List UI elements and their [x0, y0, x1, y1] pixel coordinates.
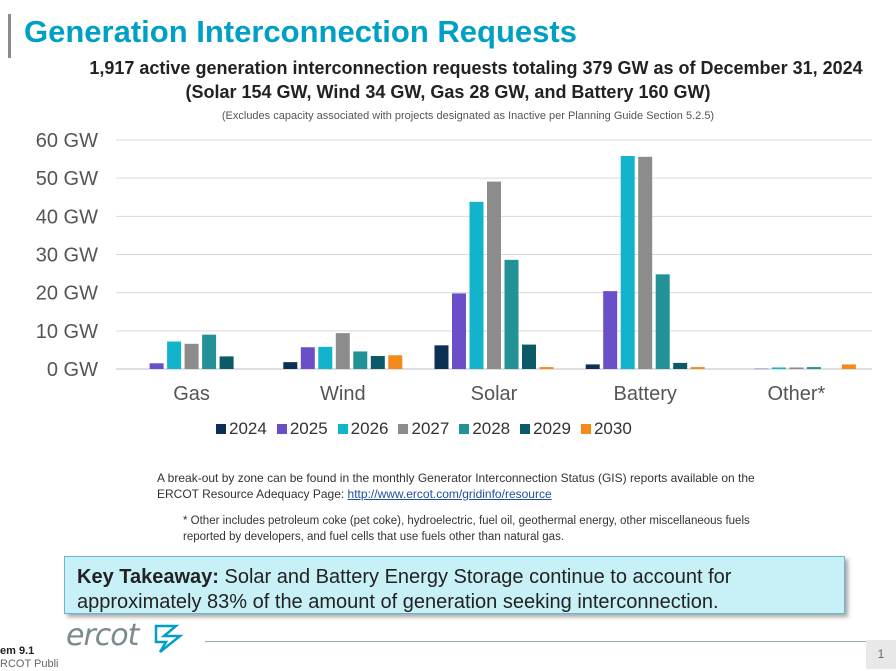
y-tick-label: 30 GW: [36, 245, 98, 267]
bar: [806, 367, 821, 369]
y-tick-label: 10 GW: [36, 321, 98, 343]
legend-label: 2029: [533, 419, 571, 438]
bar: [283, 362, 298, 369]
key-takeaway-box: Key Takeaway: Solar and Battery Energy S…: [64, 556, 845, 614]
legend-item: 2028: [459, 419, 510, 439]
item-label: em 9.1: [0, 645, 35, 657]
x-tick-label: Solar: [471, 383, 518, 405]
bar: [522, 344, 536, 369]
legend-item: 2024: [216, 419, 267, 439]
breakout-text: A break-out by zone can be found in the …: [157, 471, 755, 501]
page-number: 1: [866, 640, 896, 669]
bar: [673, 362, 688, 369]
bar: [585, 364, 600, 369]
takeaway-text: Solar and Battery Energy Storage continu…: [77, 566, 732, 613]
legend-item: 2029: [520, 419, 571, 439]
bar: [789, 367, 804, 369]
legend-label: 2024: [229, 419, 267, 438]
legend-label: 2030: [593, 419, 632, 438]
bar: [771, 367, 786, 369]
bar: [300, 347, 315, 369]
legend-item: 2030: [580, 419, 632, 439]
ercot-logo-mark-icon: [154, 624, 184, 653]
legend-label: 2028: [472, 419, 511, 438]
bar: [638, 156, 653, 369]
y-tick-label: 0 GW: [47, 359, 98, 381]
legend-label: 2025: [289, 419, 328, 438]
bar: [539, 367, 554, 369]
bar: [841, 364, 856, 369]
takeaway-label: Key Takeaway:: [77, 566, 219, 588]
bar-chart: 0 GW 10 GW 20 GW 30 GW 40 GW 50 GW 60 GW Gas Win…: [36, 130, 872, 405]
bar: [353, 351, 368, 369]
legend-swatch: [216, 424, 226, 434]
x-tick-label: Gas: [173, 383, 210, 405]
public-label: RCOT Publi: [0, 658, 59, 670]
legend-swatch: [337, 424, 348, 434]
bar: [388, 355, 403, 369]
bar: [754, 368, 769, 370]
bar: [620, 156, 635, 369]
legend-swatch: [580, 424, 591, 434]
title-accent-bar: [8, 14, 11, 58]
bar: [219, 356, 234, 369]
footer-divider: [205, 641, 881, 642]
bar: [149, 363, 164, 369]
x-tick-label: Wind: [320, 383, 366, 405]
x-tick-label: Battery: [614, 383, 677, 405]
bar: [318, 346, 333, 369]
legend-label: 2026: [350, 419, 389, 438]
page-title: Generation Interconnection Requests: [24, 14, 577, 49]
bar: [335, 333, 350, 369]
ercot-logo: ercot: [66, 618, 139, 653]
legend-swatch: [398, 424, 409, 434]
subtitle-line-2: (Solar 154 GW, Wind 34 GW, Gas 28 GW, an…: [185, 82, 711, 102]
bar: [184, 343, 199, 369]
y-tick-label: 50 GW: [36, 168, 98, 190]
exclusion-note: (Excludes capacity associated with proje…: [221, 110, 715, 122]
bar: [167, 341, 182, 369]
legend-swatch: [276, 424, 287, 434]
bar: [603, 291, 618, 369]
y-tick-label: 20 GW: [36, 283, 98, 305]
legend-label: 2027: [411, 419, 450, 438]
bar: [452, 293, 466, 369]
x-tick-label: Other*: [767, 383, 825, 405]
bar: [504, 259, 519, 369]
other-footnote: * Other includes petroleum coke (pet cok…: [183, 515, 750, 543]
breakout-note: A break-out by zone can be found in the …: [157, 470, 797, 502]
legend-item: 2027: [398, 419, 449, 439]
y-tick-label: 60 GW: [36, 130, 98, 152]
subtitle: 1,917 active generation interconnection …: [0, 56, 896, 104]
bar: [469, 201, 484, 369]
bar: [370, 356, 385, 369]
bar: [690, 367, 705, 369]
bar: [202, 334, 217, 369]
subtitle-line-1: 1,917 active generation interconnection …: [89, 58, 863, 78]
chart-legend: 2024 2025 2026 2027 2028 2029 2030: [216, 419, 632, 439]
bar: [487, 181, 501, 369]
legend-swatch: [520, 424, 531, 434]
legend-swatch: [459, 424, 470, 434]
bar: [655, 274, 670, 369]
legend-item: 2026: [337, 419, 389, 439]
footer-left: em 9.1 RCOT Publi: [0, 645, 58, 671]
resource-link[interactable]: http://www.ercot.com/gridinfo/resource: [347, 487, 552, 501]
y-tick-label: 40 GW: [36, 206, 98, 228]
legend-item: 2025: [276, 419, 328, 439]
bar: [434, 345, 449, 369]
